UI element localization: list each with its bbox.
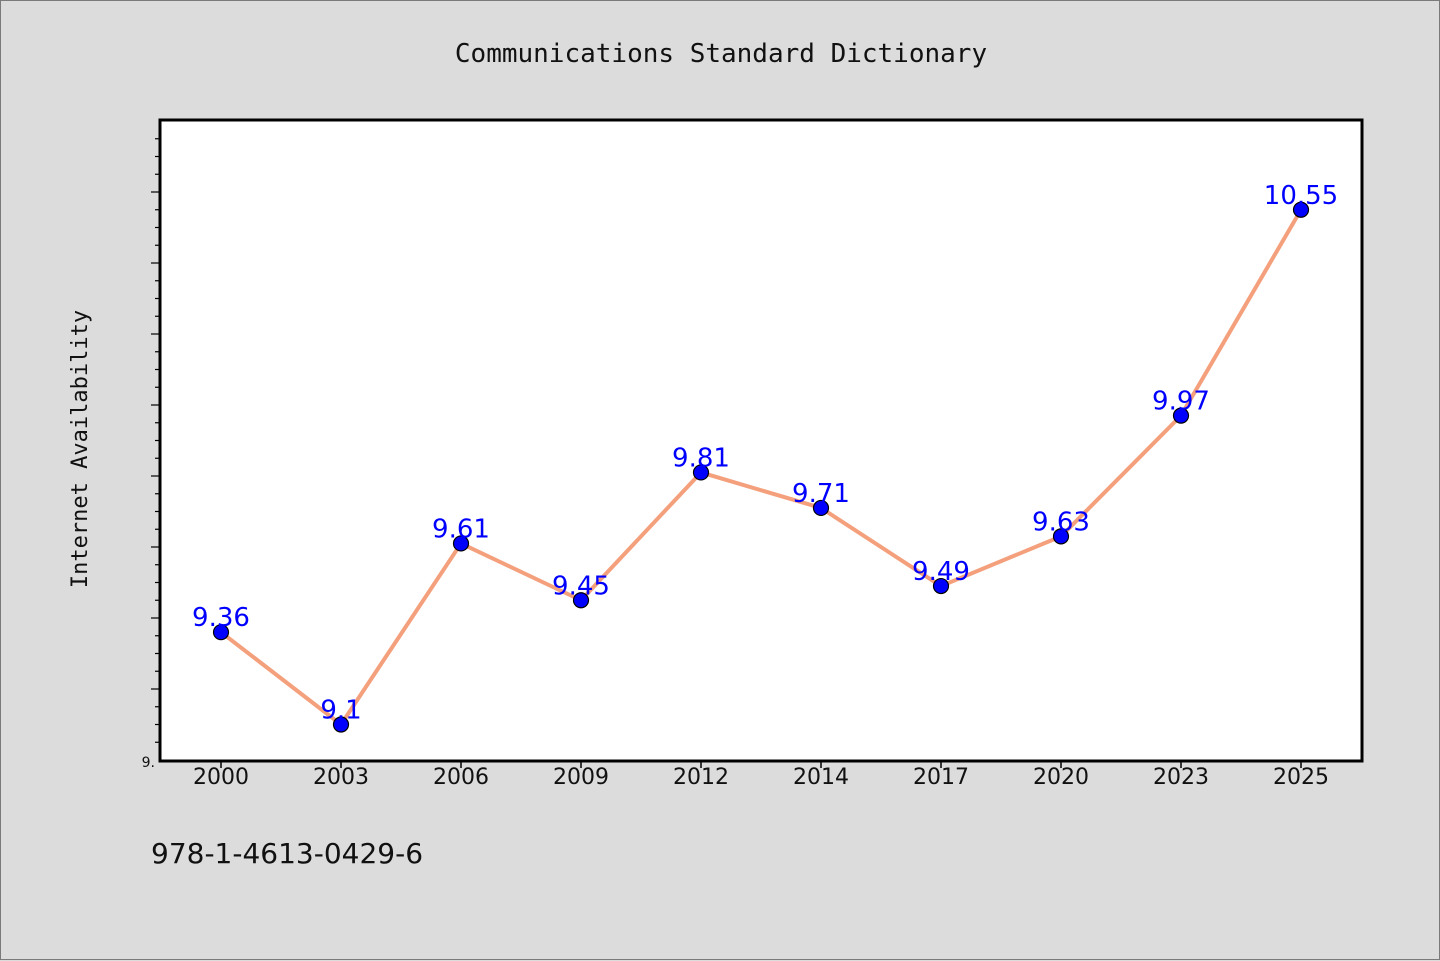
x-tick-label: 2025	[1273, 765, 1329, 790]
data-point	[452, 535, 470, 552]
data-label: 9.81	[672, 443, 730, 473]
data-label: 9.1	[320, 696, 361, 726]
series-line	[219, 208, 1303, 727]
y-axis-ticks	[151, 138, 161, 743]
data-label: 9.49	[912, 557, 970, 587]
data-label: 9.45	[552, 571, 610, 601]
isbn-text: 978-1-4613-0429-6	[151, 837, 423, 870]
data-point	[1292, 201, 1310, 218]
data-point	[332, 716, 350, 733]
x-tick-label: 2023	[1153, 765, 1209, 790]
x-axis-ticks: 2000 2003 2006 2009 2012 2014 2017 2020 2023 2025	[193, 761, 1329, 790]
data-point	[1172, 407, 1190, 424]
data-point	[812, 499, 830, 517]
data-point	[212, 624, 230, 641]
data-point	[572, 592, 590, 609]
x-tick-label: 2017	[913, 765, 969, 790]
x-tick-label: 2014	[793, 765, 849, 790]
data-label: 9.97	[1152, 387, 1210, 417]
data-point	[1052, 528, 1070, 545]
x-tick-label: 2009	[553, 765, 609, 790]
x-tick-label: 2003	[313, 765, 369, 790]
plot-area	[158, 118, 1364, 763]
data-label: 9.61	[432, 514, 490, 544]
data-labels: 9.36 9.1 9.61 9.45 9.81 9.71 9.49 9.63 9.97 10.55	[192, 181, 1338, 726]
y-axis-label: Internet Availability	[68, 310, 93, 588]
data-label: 9.63	[1032, 507, 1090, 537]
x-tick-label: 2000	[193, 765, 249, 790]
x-tick-label: 2006	[433, 765, 489, 790]
data-markers	[212, 201, 1310, 733]
data-point	[692, 464, 710, 481]
x-tick-label: 2020	[1033, 765, 1089, 790]
data-label: 9.71	[792, 479, 850, 509]
y-tick-label-min: 9.	[142, 755, 155, 771]
data-label: 9.36	[192, 603, 250, 633]
data-label: 10.55	[1264, 181, 1338, 211]
data-point	[932, 577, 950, 595]
chart-title: Communications Standard Dictionary	[455, 39, 987, 69]
x-tick-label: 2012	[673, 765, 729, 790]
